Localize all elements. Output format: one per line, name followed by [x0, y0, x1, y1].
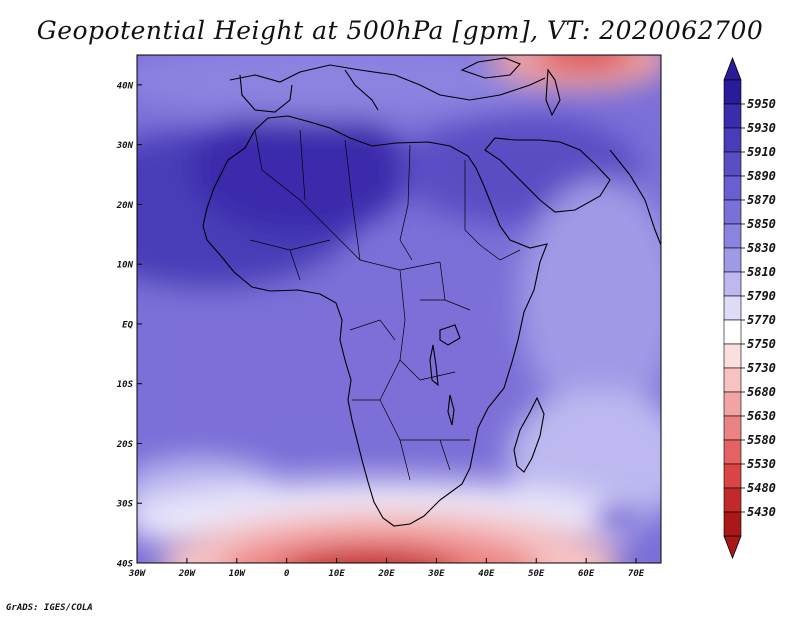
coastlines — [202, 57, 661, 527]
lat-tick-label: 30N — [116, 141, 134, 151]
lat-tick-label: 20N — [116, 201, 134, 211]
lat-tick-label: EQ — [122, 320, 133, 330]
colorbar-label: 5770 — [747, 313, 776, 327]
height-field — [137, 55, 661, 563]
colorbar-label: 5810 — [747, 265, 776, 279]
colorbar-swatch — [723, 415, 742, 441]
colorbar-label: 5930 — [747, 121, 776, 135]
colorbar-swatch — [723, 103, 742, 129]
lat-tick-label: 10S — [117, 380, 134, 390]
iberia-coastline — [239, 74, 293, 113]
colorbar-swatch — [723, 127, 742, 153]
lon-tick-label: 40E — [478, 569, 495, 579]
colorbar-swatch — [723, 151, 742, 177]
madagascar-coastline — [513, 396, 545, 473]
lon-tick-label: 10W — [229, 569, 247, 579]
colorbar-label: 5580 — [747, 433, 776, 447]
colorbar-label: 5430 — [747, 505, 776, 519]
colorbar-swatch — [723, 247, 742, 273]
border-lines — [249, 129, 521, 481]
map-title: Geopotential Height at 500hPa [gpm], VT:… — [36, 16, 764, 45]
colorbar-swatch — [723, 319, 742, 345]
colorbar-top-arrow — [723, 56, 742, 81]
colorbar-swatch — [723, 199, 742, 225]
colorbar-label: 5870 — [747, 193, 776, 207]
arabia-coastline — [484, 137, 611, 213]
colorbar-label: 5890 — [747, 169, 776, 183]
country-borders — [249, 129, 521, 481]
colorbar-swatch — [723, 79, 742, 105]
colorbar-label: 5630 — [747, 409, 776, 423]
lat-tick-label: 10N — [117, 261, 134, 271]
lon-tick-label: 50E — [528, 569, 545, 579]
colorbar-swatch — [723, 223, 742, 249]
colorbar-label: 5830 — [747, 241, 776, 255]
colorbar-swatch — [723, 439, 742, 465]
map-frame — [136, 54, 662, 564]
colorbar-swatch — [723, 463, 742, 489]
lake-victoria — [439, 324, 461, 346]
trough-south-inner — [291, 550, 449, 563]
colorbar-label: 5950 — [747, 97, 776, 111]
field-indian-ocean-low — [520, 180, 661, 420]
field-north-med — [137, 55, 550, 120]
italy-coastline — [344, 69, 379, 111]
lon-tick-label: 30W — [128, 569, 147, 579]
lat-tick-label: 40N — [117, 81, 134, 91]
colorbar-label: 5530 — [747, 457, 776, 471]
field-east-high — [595, 506, 645, 534]
colorbar-swatch — [723, 175, 742, 201]
lat-tick-label: 40S — [117, 560, 134, 570]
lat-tick-label: 30S — [116, 500, 134, 510]
colorbar-bottom-arrow — [723, 535, 742, 560]
colorbar-label: 5850 — [747, 217, 776, 231]
europe-coastline — [229, 64, 546, 101]
lon-tick-label: 20E — [377, 569, 395, 579]
lon-tick-label: 20W — [178, 569, 197, 579]
colorbar-swatch — [723, 487, 742, 513]
lon-tick-label: 70E — [628, 569, 645, 579]
lake-tanganyika — [429, 344, 439, 387]
field-sahara-high — [190, 105, 410, 235]
colorbar-label: 5680 — [747, 385, 776, 399]
colorbar-swatch — [723, 343, 742, 369]
colorbar-swatch — [723, 367, 742, 393]
black-sea-coastline — [460, 57, 521, 79]
caspian-coastline — [545, 68, 561, 117]
trough-south-mid — [222, 530, 538, 563]
lon-tick-label: 30E — [427, 569, 445, 579]
colorbar-label: 5790 — [747, 289, 776, 303]
lake-malawi — [447, 394, 455, 426]
colorbar-label: 5750 — [747, 337, 776, 351]
colorbar-swatch — [723, 271, 742, 297]
lon-tick-label: 0 — [284, 569, 290, 579]
lon-tick-label: 10E — [328, 569, 345, 579]
trough-north-inner — [535, 55, 635, 70]
colorbar-swatch — [723, 511, 742, 537]
lat-tick-label: 20S — [116, 440, 134, 450]
lon-tick-label: 60E — [578, 569, 595, 579]
footer-credit: GrADS: IGES/COLA — [6, 603, 93, 613]
colorbar-label: 5480 — [747, 481, 776, 495]
colorbar-swatch — [723, 391, 742, 417]
trough-south-outer — [160, 510, 620, 563]
colorbar: 5950 5930 5910 5890 5870 5850 5830 5810 5790 5770… — [723, 56, 776, 560]
india-coastline — [609, 149, 661, 246]
colorbar-label: 5730 — [747, 361, 776, 375]
colorbar-label: 5910 — [747, 145, 776, 159]
colorbar-swatch — [723, 295, 742, 321]
africa-coastline — [202, 115, 548, 527]
